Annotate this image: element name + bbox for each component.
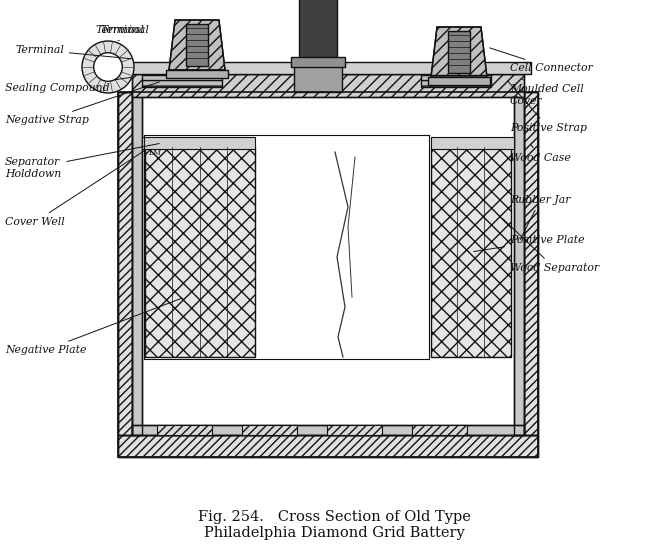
Bar <box>142 137 255 149</box>
Bar <box>291 57 345 67</box>
Bar <box>186 24 208 66</box>
Bar <box>125 62 531 74</box>
Text: Terminal: Terminal <box>95 25 144 41</box>
Text: Wood Separator: Wood Separator <box>503 219 599 273</box>
Bar <box>412 425 467 435</box>
Bar <box>118 92 538 457</box>
Bar <box>166 70 228 78</box>
Bar <box>132 425 524 435</box>
Bar <box>294 62 342 92</box>
Bar <box>145 147 255 357</box>
Text: Handle: Handle <box>0 549 1 550</box>
Bar <box>421 75 491 87</box>
Bar <box>431 147 511 357</box>
Text: Terminal: Terminal <box>100 25 149 41</box>
Polygon shape <box>169 20 225 70</box>
Bar <box>242 425 297 435</box>
Bar <box>412 425 467 435</box>
Text: Negative Strap: Negative Strap <box>5 82 159 125</box>
Bar <box>145 147 255 357</box>
Bar <box>431 147 511 357</box>
Bar <box>157 425 212 435</box>
Bar <box>142 75 222 87</box>
Bar <box>118 92 132 435</box>
Text: Negative Plate: Negative Plate <box>5 298 183 355</box>
Bar <box>132 92 142 435</box>
Text: Positive Plate: Positive Plate <box>474 235 585 251</box>
Bar <box>132 74 524 97</box>
Text: Filler Cap Gasket: Filler Cap Gasket <box>0 549 1 550</box>
Bar <box>514 92 524 435</box>
Bar <box>118 435 538 457</box>
Circle shape <box>94 53 122 81</box>
Circle shape <box>82 41 134 93</box>
Text: Separator
Holddown: Separator Holddown <box>5 144 159 179</box>
Bar <box>242 425 297 435</box>
Bar <box>255 148 430 356</box>
Bar <box>299 0 337 62</box>
Text: Fig. 254.   Cross Section of Old Type
Philadelphia Diamond Grid Battery: Fig. 254. Cross Section of Old Type Phil… <box>197 510 470 540</box>
Text: Moulded Cell
Cover: Moulded Cell Cover <box>510 79 584 106</box>
Bar <box>431 137 514 149</box>
Polygon shape <box>431 27 487 77</box>
Text: Rubber Jar: Rubber Jar <box>510 195 571 239</box>
Text: Terminal: Terminal <box>15 45 131 59</box>
Text: Wood Case: Wood Case <box>510 144 571 163</box>
Bar <box>132 92 142 435</box>
Text: Cell Connector: Cell Connector <box>490 48 593 73</box>
Bar <box>118 92 132 435</box>
Bar <box>524 92 538 435</box>
Bar <box>157 425 212 435</box>
Bar <box>118 435 538 457</box>
Bar <box>132 425 524 435</box>
Bar <box>327 425 382 435</box>
Text: LM: LM <box>148 149 161 157</box>
Text: Sealing Compound: Sealing Compound <box>5 78 131 93</box>
Bar <box>132 74 524 97</box>
Bar <box>524 92 538 435</box>
Text: Filler Cap: Filler Cap <box>0 549 1 550</box>
Text: Positive Strap: Positive Strap <box>508 81 587 133</box>
Text: Cover Well: Cover Well <box>5 151 145 227</box>
Bar <box>142 92 514 425</box>
Bar <box>514 92 524 435</box>
Bar <box>448 31 470 73</box>
Bar <box>327 425 382 435</box>
Bar <box>428 77 490 85</box>
